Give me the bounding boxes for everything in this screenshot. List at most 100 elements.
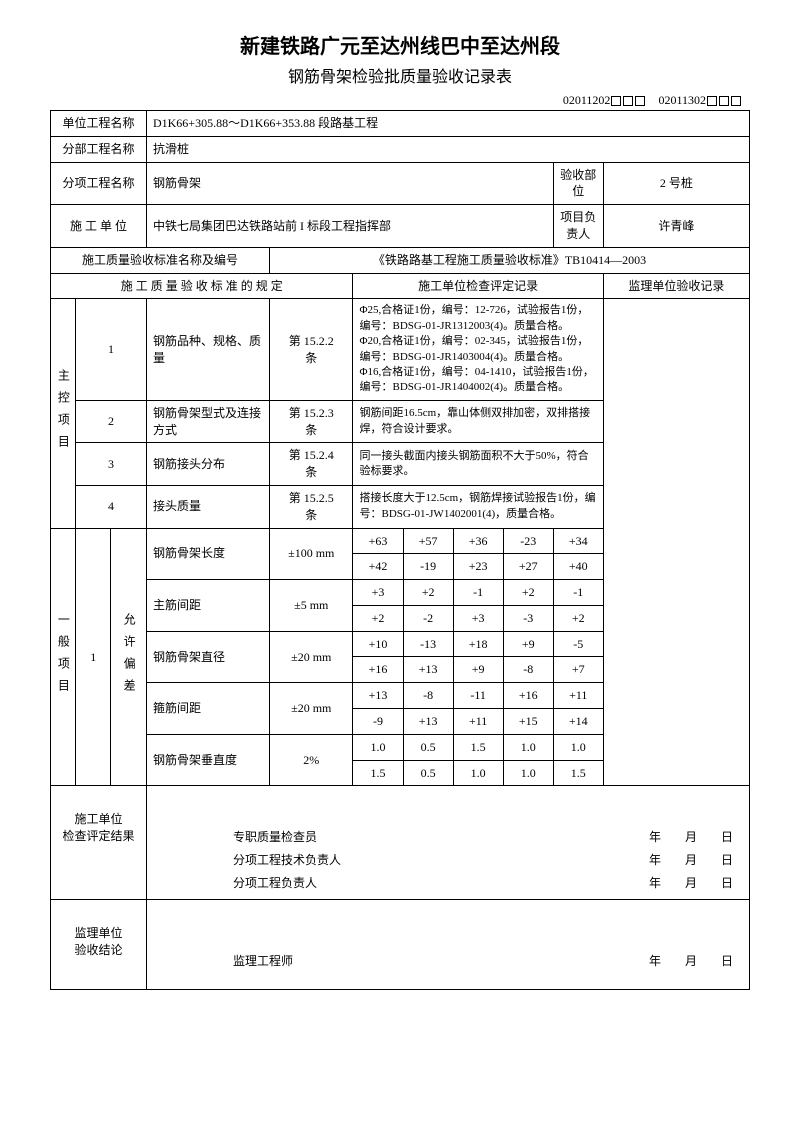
data-cell: +63 [353, 528, 403, 554]
main-row-clause: 第 15.2.5 条 [270, 485, 353, 528]
value-unit-project: D1K66+305.88～D1K66+353.88 段路基工程 [146, 111, 749, 137]
general-name: 箍筋间距 [146, 683, 269, 735]
data-cell: +23 [453, 554, 503, 580]
main-row-name: 接头质量 [146, 485, 269, 528]
main-row-clause: 第 15.2.2 条 [270, 299, 353, 400]
data-cell: -1 [453, 580, 503, 606]
general-tol: ±20 mm [270, 631, 353, 683]
general-name: 钢筋骨架直径 [146, 631, 269, 683]
data-cell: 1.0 [353, 734, 403, 760]
data-cell: +13 [403, 657, 453, 683]
unit-result-label: 施工单位 检查评定结果 [51, 786, 147, 899]
label-std-rule: 施 工 质 量 验 收 标 准 的 规 定 [51, 273, 353, 299]
data-cell: +2 [503, 580, 553, 606]
data-cell: 1.0 [503, 734, 553, 760]
value-pm: 许青峰 [603, 205, 749, 248]
data-cell: -3 [503, 605, 553, 631]
data-cell: 1.5 [353, 760, 403, 786]
label-check-record: 施工单位检查评定记录 [353, 273, 603, 299]
main-row-num: 1 [76, 299, 147, 400]
data-cell: 0.5 [403, 760, 453, 786]
label-std: 施工质量验收标准名称及编号 [51, 247, 270, 273]
data-cell: +9 [503, 631, 553, 657]
main-row-rec: 同一接头截面内接头钢筋面积不大于50%，符合验标要求。 [353, 443, 603, 486]
data-cell: 1.5 [453, 734, 503, 760]
data-cell: +15 [503, 709, 553, 735]
general-name: 钢筋骨架垂直度 [146, 734, 269, 786]
data-cell: -19 [403, 554, 453, 580]
data-cell: -8 [503, 657, 553, 683]
main-row-rec: 钢筋间距16.5cm，靠山体侧双排加密，双排搭接焊，符合设计要求。 [353, 400, 603, 443]
data-cell: 1.5 [553, 760, 603, 786]
value-std: 《铁路路基工程施工质量验收标准》TB10414—2003 [270, 247, 750, 273]
data-cell: +13 [353, 683, 403, 709]
data-cell: +34 [553, 528, 603, 554]
data-cell: +36 [453, 528, 503, 554]
general-num: 1 [76, 528, 111, 786]
label-const-unit: 施 工 单 位 [51, 205, 147, 248]
label-supv-record: 监理单位验收记录 [603, 273, 749, 299]
data-cell: 0.5 [403, 734, 453, 760]
main-row-name: 钢筋品种、规格、质量 [146, 299, 269, 400]
data-cell: +18 [453, 631, 503, 657]
data-cell: -5 [553, 631, 603, 657]
main-row-name: 钢筋接头分布 [146, 443, 269, 486]
data-cell: -23 [503, 528, 553, 554]
general-tol: ±5 mm [270, 580, 353, 632]
general-items-header: 一般项目 [51, 528, 76, 786]
main-row-clause: 第 15.2.4 条 [270, 443, 353, 486]
label-div-project: 分部工程名称 [51, 136, 147, 162]
data-cell: +40 [553, 554, 603, 580]
supv-result-body: 监理工程师年 月 日 [146, 899, 749, 989]
main-items-header: 主控项目 [51, 299, 76, 528]
main-row-num: 2 [76, 400, 147, 443]
data-cell: +13 [403, 709, 453, 735]
data-cell: +3 [453, 605, 503, 631]
general-tol: ±100 mm [270, 528, 353, 580]
general-name: 主筋间距 [146, 580, 269, 632]
value-item-project: 钢筋骨架 [146, 162, 553, 205]
data-cell: +2 [553, 605, 603, 631]
data-cell: 1.0 [453, 760, 503, 786]
label-accept-part: 验收部位 [553, 162, 603, 205]
label-unit-project: 单位工程名称 [51, 111, 147, 137]
value-const-unit: 中铁七局集团巴达铁路站前 I 标段工程指挥部 [146, 205, 553, 248]
main-row-num: 3 [76, 443, 147, 486]
form-codes: 02011202 02011302 [50, 93, 750, 108]
sub-title: 钢筋骨架检验批质量验收记录表 [50, 63, 750, 87]
data-cell: -2 [403, 605, 453, 631]
data-cell: +14 [553, 709, 603, 735]
data-cell: -9 [353, 709, 403, 735]
data-cell: +42 [353, 554, 403, 580]
main-row-name: 钢筋骨架型式及连接方式 [146, 400, 269, 443]
main-row-rec: Φ25,合格证1份，编号：12-726，试验报告1份，编号：BDSG-01-JR… [353, 299, 603, 400]
data-cell: +7 [553, 657, 603, 683]
data-cell: +10 [353, 631, 403, 657]
data-cell: +11 [553, 683, 603, 709]
value-div-project: 抗滑桩 [146, 136, 749, 162]
data-cell: +3 [353, 580, 403, 606]
data-cell: 1.0 [553, 734, 603, 760]
data-cell: -13 [403, 631, 453, 657]
data-cell: +2 [403, 580, 453, 606]
general-tol: ±20 mm [270, 683, 353, 735]
main-row-rec: 搭接长度大于12.5cm，钢筋焊接试验报告1份，编号：BDSG-01-JW140… [353, 485, 603, 528]
data-cell: -8 [403, 683, 453, 709]
supv-result-label: 监理单位 验收结论 [51, 899, 147, 989]
main-title: 新建铁路广元至达州线巴中至达州段 [50, 30, 750, 59]
data-cell: 1.0 [503, 760, 553, 786]
label-item-project: 分项工程名称 [51, 162, 147, 205]
general-tol: 2% [270, 734, 353, 786]
data-cell: +9 [453, 657, 503, 683]
data-cell: +57 [403, 528, 453, 554]
data-cell: -11 [453, 683, 503, 709]
main-row-clause: 第 15.2.3 条 [270, 400, 353, 443]
data-cell: -1 [553, 580, 603, 606]
tolerance-header: 允许偏差 [111, 528, 146, 786]
label-pm: 项目负责人 [553, 205, 603, 248]
supv-record-cell [603, 299, 749, 786]
data-cell: +27 [503, 554, 553, 580]
main-row-num: 4 [76, 485, 147, 528]
general-name: 钢筋骨架长度 [146, 528, 269, 580]
data-cell: +16 [503, 683, 553, 709]
